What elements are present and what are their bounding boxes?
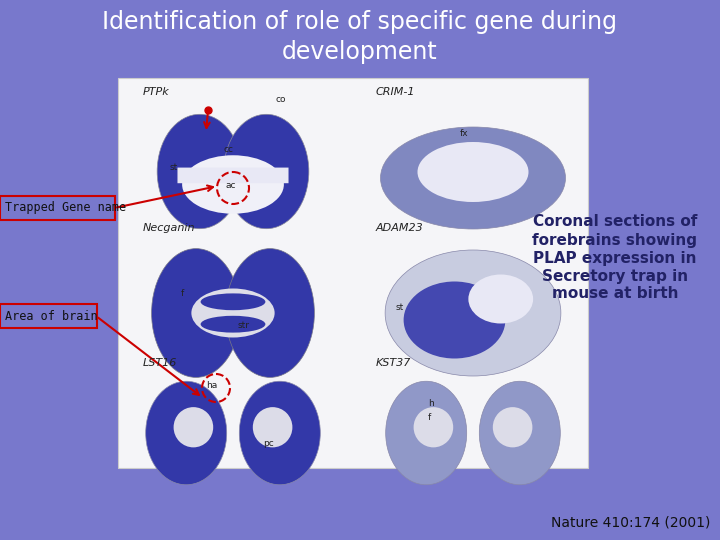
Text: ADAM23: ADAM23 [376, 223, 424, 233]
Ellipse shape [386, 381, 467, 485]
Text: st: st [396, 303, 404, 313]
FancyBboxPatch shape [0, 196, 115, 220]
Ellipse shape [418, 142, 528, 202]
Text: f: f [181, 288, 184, 298]
Text: forebrains showing: forebrains showing [533, 233, 698, 247]
Ellipse shape [480, 381, 560, 485]
Ellipse shape [404, 281, 505, 359]
Ellipse shape [182, 156, 284, 214]
Text: mouse at birth: mouse at birth [552, 287, 678, 301]
Ellipse shape [253, 407, 292, 447]
Text: PLAP expression in: PLAP expression in [534, 251, 697, 266]
Ellipse shape [492, 407, 532, 447]
Text: co: co [276, 96, 287, 105]
Ellipse shape [413, 407, 453, 447]
Text: Coronal sections of: Coronal sections of [533, 214, 697, 230]
Text: LST16: LST16 [143, 358, 177, 368]
Text: PTPk: PTPk [143, 87, 170, 97]
Text: CRIM-1: CRIM-1 [376, 87, 415, 97]
Ellipse shape [145, 381, 227, 485]
Text: str: str [238, 321, 250, 330]
Ellipse shape [152, 248, 240, 377]
Text: h: h [428, 399, 433, 408]
FancyBboxPatch shape [0, 304, 97, 328]
Ellipse shape [192, 288, 274, 338]
Text: Area of brain: Area of brain [5, 309, 98, 322]
Text: fx: fx [460, 129, 469, 138]
Ellipse shape [380, 127, 565, 229]
Text: pc: pc [263, 438, 274, 448]
Ellipse shape [201, 293, 266, 310]
Ellipse shape [385, 250, 561, 376]
FancyBboxPatch shape [177, 167, 289, 183]
Text: ac: ac [226, 181, 236, 191]
Text: development: development [282, 40, 438, 64]
Ellipse shape [174, 407, 213, 447]
Text: st: st [170, 164, 179, 172]
Text: Identification of role of specific gene during: Identification of role of specific gene … [102, 10, 618, 34]
Ellipse shape [157, 114, 242, 229]
Text: Nature 410:174 (2001): Nature 410:174 (2001) [551, 515, 710, 529]
Ellipse shape [224, 114, 309, 229]
Text: Necganin: Necganin [143, 223, 196, 233]
Text: ha: ha [206, 381, 217, 390]
Ellipse shape [225, 248, 315, 377]
Ellipse shape [469, 274, 533, 323]
Text: Trapped Gene name: Trapped Gene name [5, 201, 126, 214]
Text: cc: cc [223, 145, 233, 154]
Text: f: f [428, 414, 431, 422]
Text: Secretory trap in: Secretory trap in [542, 268, 688, 284]
Ellipse shape [201, 316, 266, 333]
FancyBboxPatch shape [118, 78, 588, 468]
Text: KST37: KST37 [376, 358, 411, 368]
Ellipse shape [239, 381, 320, 485]
